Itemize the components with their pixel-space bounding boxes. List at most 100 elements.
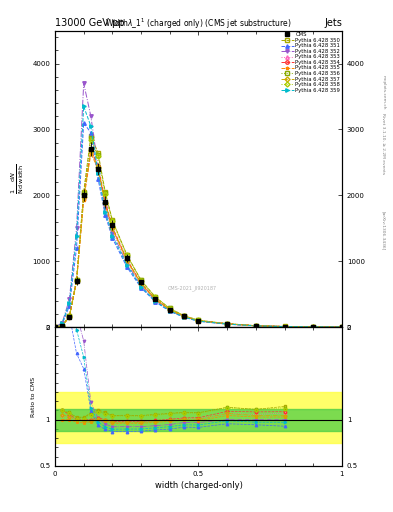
Pythia 6.428 350: [340, 324, 344, 330]
Pythia 6.428 352: [81, 80, 86, 87]
Pythia 6.428 358: [311, 324, 316, 330]
Pythia 6.428 355: [340, 324, 344, 330]
Pythia 6.428 355: [88, 150, 93, 156]
Pythia 6.428 354: [139, 280, 143, 286]
Pythia 6.428 355: [60, 323, 64, 329]
Pythia 6.428 353: [74, 278, 79, 284]
Pythia 6.428 351: [196, 318, 201, 325]
Pythia 6.428 357: [253, 323, 258, 329]
Pythia 6.428 358: [81, 191, 86, 197]
Pythia 6.428 359: [67, 300, 72, 306]
Pythia 6.428 357: [67, 314, 72, 320]
Pythia 6.428 359: [110, 232, 115, 239]
Line: Pythia 6.428 353: Pythia 6.428 353: [53, 149, 343, 329]
Pythia 6.428 350: [96, 150, 101, 156]
Text: CMS-2021_JI920187: CMS-2021_JI920187: [168, 286, 217, 291]
Pythia 6.428 357: [81, 194, 86, 200]
Pythia 6.428 354: [340, 324, 344, 330]
Text: Jets: Jets: [324, 18, 342, 28]
Pythia 6.428 352: [67, 296, 72, 303]
Pythia 6.428 353: [225, 321, 230, 327]
Pythia 6.428 356: [282, 324, 287, 330]
Pythia 6.428 358: [225, 321, 230, 327]
Pythia 6.428 355: [182, 313, 187, 319]
Line: Pythia 6.428 357: Pythia 6.428 357: [53, 150, 343, 329]
Pythia 6.428 359: [60, 320, 64, 326]
Pythia 6.428 355: [225, 321, 230, 327]
Pythia 6.428 350: [153, 294, 158, 300]
Pythia 6.428 352: [167, 307, 172, 313]
Pythia 6.428 353: [88, 147, 93, 154]
Pythia 6.428 350: [167, 305, 172, 311]
Pythia 6.428 355: [167, 307, 172, 313]
Pythia 6.428 359: [53, 324, 57, 330]
Pythia 6.428 351: [311, 324, 316, 330]
Pythia 6.428 350: [67, 313, 72, 319]
Line: Pythia 6.428 350: Pythia 6.428 350: [53, 134, 343, 329]
Pythia 6.428 356: [182, 313, 187, 319]
Pythia 6.428 359: [282, 324, 287, 330]
Pythia 6.428 358: [167, 306, 172, 312]
Pythia 6.428 357: [103, 200, 108, 206]
Pythia 6.428 350: [253, 323, 258, 329]
Pythia 6.428 351: [139, 285, 143, 291]
Pythia 6.428 359: [81, 103, 86, 110]
Line: Pythia 6.428 352: Pythia 6.428 352: [53, 81, 343, 329]
Pythia 6.428 356: [81, 189, 86, 196]
Pythia 6.428 352: [96, 164, 101, 170]
Pythia 6.428 358: [340, 324, 344, 330]
Pythia 6.428 357: [96, 164, 101, 170]
Pythia 6.428 351: [81, 120, 86, 126]
Pythia 6.428 352: [225, 321, 230, 327]
Line: Pythia 6.428 356: Pythia 6.428 356: [53, 136, 343, 329]
Line: Pythia 6.428 359: Pythia 6.428 359: [53, 105, 343, 329]
Pythia 6.428 358: [60, 323, 64, 329]
Pythia 6.428 357: [311, 324, 316, 330]
Pythia 6.428 357: [53, 324, 57, 330]
Pythia 6.428 351: [53, 324, 57, 330]
Pythia 6.428 358: [253, 323, 258, 329]
Pythia 6.428 353: [253, 323, 258, 329]
Text: mcplots.cern.ch: mcplots.cern.ch: [381, 75, 385, 110]
Pythia 6.428 359: [96, 170, 101, 176]
Pythia 6.428 356: [167, 305, 172, 311]
Pythia 6.428 351: [282, 324, 287, 330]
Pythia 6.428 352: [282, 324, 287, 330]
Pythia 6.428 356: [110, 218, 115, 224]
Pythia 6.428 351: [125, 264, 129, 270]
Pythia 6.428 357: [225, 321, 230, 327]
Pythia 6.428 358: [139, 278, 143, 284]
Pythia 6.428 355: [253, 323, 258, 329]
Pythia 6.428 358: [110, 218, 115, 224]
Pythia 6.428 356: [67, 313, 72, 319]
Pythia 6.428 353: [167, 307, 172, 313]
Pythia 6.428 350: [60, 323, 64, 329]
Pythia 6.428 359: [340, 324, 344, 330]
Pythia 6.428 356: [153, 294, 158, 301]
Pythia 6.428 359: [139, 284, 143, 290]
Pythia 6.428 350: [81, 189, 86, 195]
Pythia 6.428 358: [74, 278, 79, 284]
Pythia 6.428 352: [53, 324, 57, 330]
Pythia 6.428 355: [96, 166, 101, 172]
Pythia 6.428 354: [282, 324, 287, 330]
Pythia 6.428 352: [74, 225, 79, 231]
Pythia 6.428 352: [253, 323, 258, 329]
Pythia 6.428 352: [60, 319, 64, 326]
Pythia 6.428 358: [67, 313, 72, 319]
Pythia 6.428 353: [282, 324, 287, 330]
Pythia 6.428 350: [282, 324, 287, 330]
Pythia 6.428 356: [340, 324, 344, 330]
Pythia 6.428 356: [88, 135, 93, 141]
Pythia 6.428 352: [110, 230, 115, 236]
Pythia 6.428 351: [253, 323, 258, 329]
Pythia 6.428 351: [182, 314, 187, 321]
Pythia 6.428 354: [182, 313, 187, 319]
Pythia 6.428 354: [67, 313, 72, 319]
Pythia 6.428 352: [153, 297, 158, 304]
Pythia 6.428 357: [74, 278, 79, 284]
Line: Pythia 6.428 354: Pythia 6.428 354: [53, 148, 343, 329]
Pythia 6.428 355: [53, 324, 57, 330]
Pythia 6.428 354: [196, 317, 201, 324]
Pythia 6.428 356: [60, 323, 64, 329]
